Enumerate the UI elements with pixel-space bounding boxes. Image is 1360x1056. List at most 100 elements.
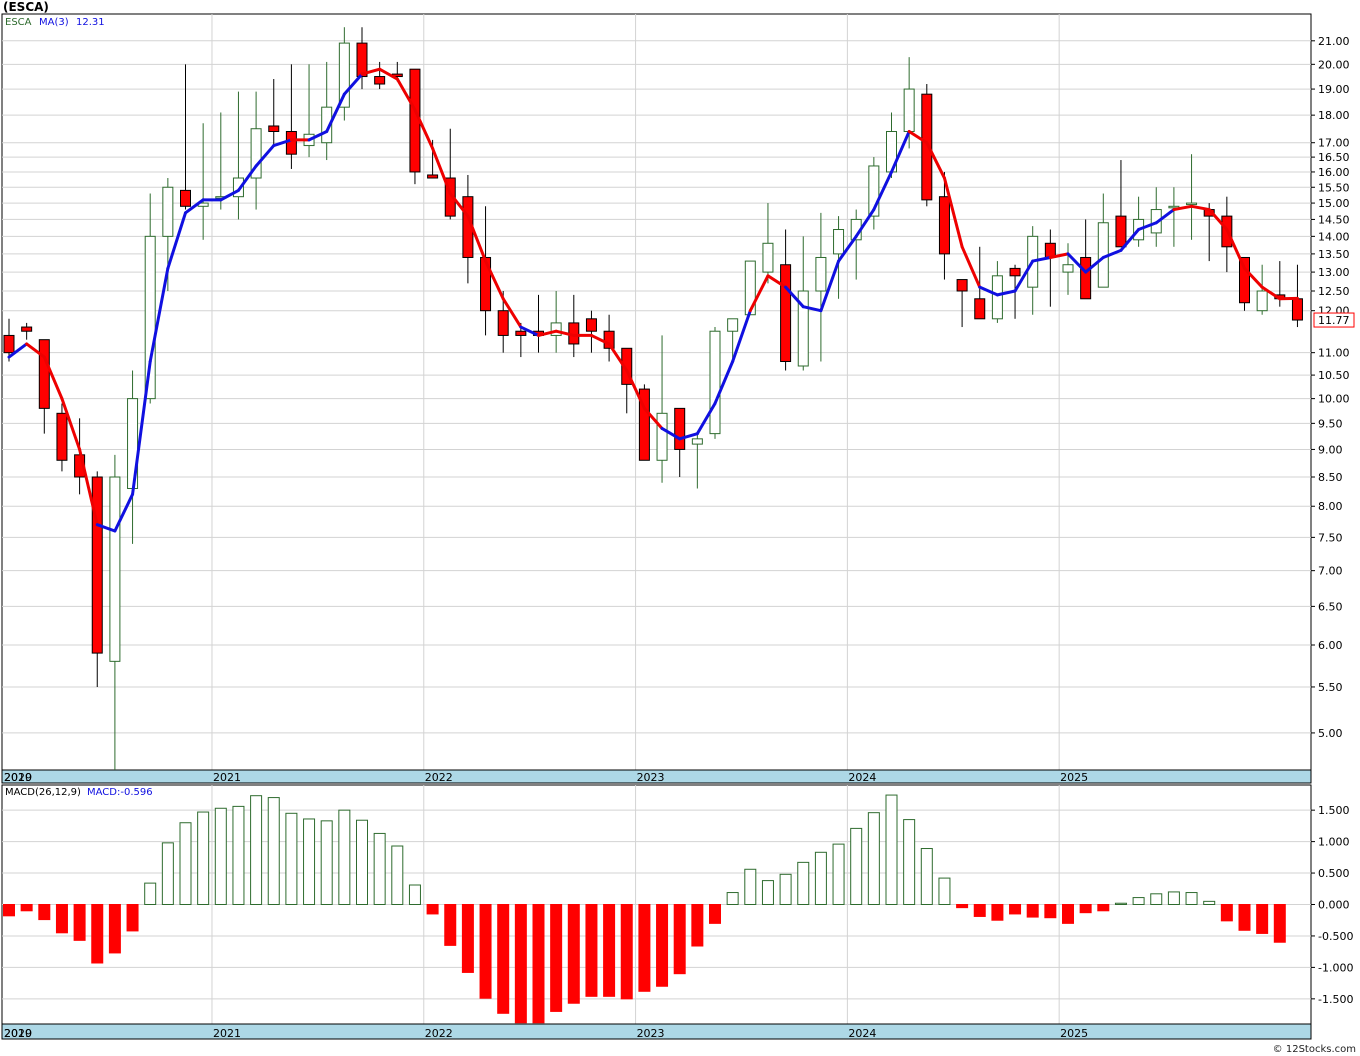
macd-bar bbox=[1150, 893, 1163, 906]
ma-segment bbox=[554, 329, 576, 337]
candle-body bbox=[1186, 202, 1198, 206]
candle-body bbox=[691, 438, 703, 445]
chart-title: (ESCA) bbox=[3, 0, 49, 14]
candle-body bbox=[780, 264, 792, 363]
macd-bar bbox=[303, 818, 316, 905]
macd-bar bbox=[91, 904, 104, 964]
macd-bar bbox=[814, 851, 827, 905]
ma-segment bbox=[395, 77, 417, 112]
price-y-tick-label: 18.00 bbox=[1318, 109, 1350, 122]
macd-bar bbox=[391, 845, 404, 905]
candle-body bbox=[938, 196, 950, 255]
candle-body bbox=[833, 229, 845, 255]
macd-bar bbox=[726, 892, 739, 905]
macd-bar bbox=[126, 904, 139, 932]
candle-body bbox=[797, 290, 809, 367]
macd-y-tick-label: 0.500 bbox=[1318, 867, 1350, 880]
candle-body bbox=[991, 275, 1003, 320]
ma-segment bbox=[1031, 255, 1052, 263]
ma-segment bbox=[784, 285, 805, 309]
price-y-tick-label: 6.50 bbox=[1318, 600, 1343, 613]
candle-body bbox=[903, 88, 915, 132]
macd-bar bbox=[20, 904, 33, 912]
price-y-tick-label: 6.00 bbox=[1318, 639, 1343, 652]
last-price-box bbox=[1313, 312, 1355, 328]
price-x-year-label: 2019 bbox=[4, 771, 32, 784]
ma-segment bbox=[660, 426, 682, 441]
ma-segment bbox=[484, 259, 505, 301]
ma-segment bbox=[1154, 208, 1176, 225]
macd-bar bbox=[1273, 904, 1286, 943]
macd-bar bbox=[179, 822, 192, 905]
price-y-tick-label: 8.00 bbox=[1318, 500, 1343, 513]
ma-segment bbox=[1101, 248, 1123, 259]
macd-x-year-label: 2021 bbox=[213, 1027, 241, 1040]
ma-segment bbox=[766, 274, 788, 289]
macd-y-tick-label: 0.000 bbox=[1318, 899, 1350, 912]
macd-y-tick-label: -1.500 bbox=[1318, 993, 1353, 1006]
macd-bar bbox=[214, 807, 227, 906]
ma-segment bbox=[413, 108, 435, 150]
price-legend-ma-value: 12.31 bbox=[76, 17, 105, 28]
price-y-tick-label: 14.00 bbox=[1318, 230, 1350, 243]
macd-bar bbox=[1220, 904, 1233, 922]
ma-segment bbox=[978, 285, 999, 297]
ma-segment bbox=[219, 188, 240, 202]
macd-bar bbox=[1114, 902, 1127, 906]
macd-bar bbox=[973, 904, 986, 917]
macd-legend-value: MACD:-0.596 bbox=[87, 787, 153, 798]
ma-segment bbox=[148, 266, 170, 364]
price-y-tick-label: 20.00 bbox=[1318, 58, 1350, 71]
ma-segment bbox=[166, 211, 187, 270]
macd-bar bbox=[38, 904, 51, 921]
candle-body bbox=[674, 407, 686, 450]
macd-bar bbox=[761, 880, 774, 905]
ma-segment bbox=[95, 523, 117, 533]
price-y-tick-label: 5.00 bbox=[1318, 727, 1343, 740]
ma-segment bbox=[1207, 208, 1229, 232]
candle-body bbox=[91, 476, 103, 654]
ma-segment bbox=[236, 164, 258, 192]
candle-body bbox=[1080, 256, 1092, 300]
ma-segment bbox=[378, 67, 399, 81]
macd-bar bbox=[920, 848, 933, 905]
macd-bar bbox=[426, 904, 439, 915]
price-x-year-label: 2022 bbox=[425, 771, 453, 784]
price-x-year-label: 2024 bbox=[848, 771, 876, 784]
macd-bar bbox=[532, 904, 545, 1024]
price-y-tick-label: 12.50 bbox=[1318, 285, 1350, 298]
price-y-tick-label: 16.50 bbox=[1318, 151, 1350, 164]
ma-segment bbox=[960, 245, 982, 289]
ma-segment bbox=[1137, 221, 1158, 232]
ma-segment bbox=[60, 397, 82, 451]
ma-segment bbox=[642, 406, 664, 430]
macd-bar bbox=[603, 904, 616, 997]
candle-body bbox=[1239, 256, 1250, 304]
ma-segment bbox=[925, 141, 946, 180]
macd-x-year-label: 2025 bbox=[1060, 1027, 1088, 1040]
candle-body bbox=[956, 279, 968, 292]
macd-bar bbox=[1026, 904, 1039, 918]
footer-brand: © 12Stocks.com bbox=[1272, 1044, 1356, 1055]
candle-body bbox=[709, 330, 721, 435]
candle-body bbox=[603, 330, 615, 349]
ma-segment bbox=[1190, 204, 1211, 212]
macd-bar bbox=[461, 904, 474, 973]
candle-body bbox=[1291, 298, 1303, 321]
macd-bar bbox=[903, 819, 916, 905]
ma-segment bbox=[184, 198, 205, 215]
macd-bar bbox=[1256, 904, 1269, 934]
last-price-label: 11.77 bbox=[1318, 314, 1350, 327]
ma-segment bbox=[713, 360, 735, 405]
ma-segment bbox=[1066, 252, 1088, 274]
macd-y-tick-label: -0.500 bbox=[1318, 930, 1353, 943]
ma-segment bbox=[942, 176, 964, 249]
candle-body bbox=[38, 339, 50, 409]
macd-legend-label: MACD(26,12,9) bbox=[5, 787, 81, 798]
macd-bar bbox=[285, 812, 298, 905]
candle-body bbox=[3, 334, 15, 354]
ma-segment bbox=[1013, 259, 1035, 293]
macd-bar bbox=[373, 832, 386, 906]
ma-segment bbox=[872, 170, 893, 212]
ma-segment bbox=[254, 144, 276, 168]
